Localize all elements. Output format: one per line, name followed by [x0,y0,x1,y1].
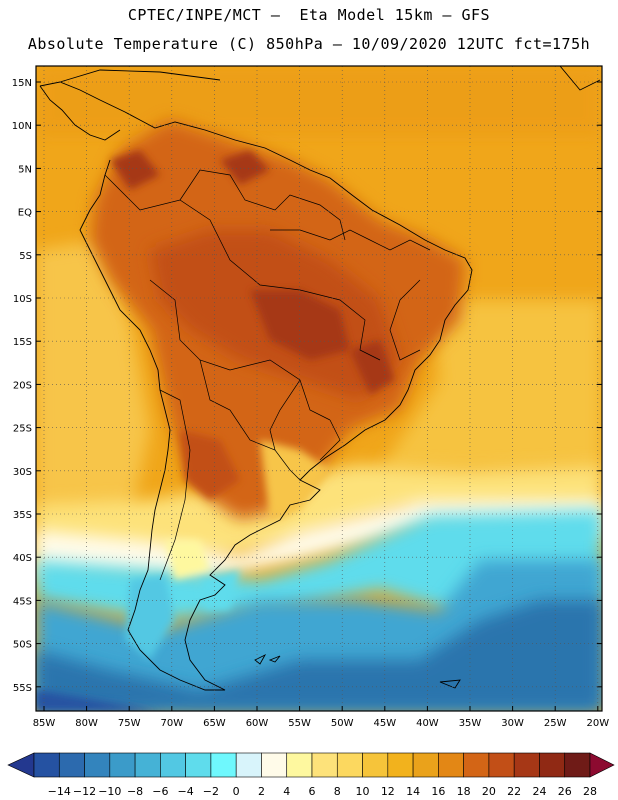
lon-label: 65W [203,718,226,729]
colorbar-swatch [33,752,60,778]
colorbar-label: −10 [98,785,121,798]
colorbar-swatch [134,752,161,778]
colorbar-label: −8 [127,785,143,798]
lat-label: 45S [13,596,32,607]
lat-label: 55S [13,683,32,694]
colorbar-label: 28 [583,785,597,798]
colorbar-swatch [286,752,313,778]
lat-label: 50S [13,640,32,651]
lat-label: 5N [18,164,32,175]
lon-label: 85W [33,718,56,729]
colorbar-label: 4 [283,785,290,798]
colorbar [7,752,615,778]
colorbar-label: 26 [558,785,572,798]
colorbar-swatch [387,752,414,778]
colorbar-labels: −14 −12 −10 −8 −6 −4 −2 0 2 4 6 8 10 12 14 16 18 20 22 24 26… [48,785,597,798]
colorbar-swatch [463,752,490,778]
map-frame [35,65,603,712]
colorbar-label: 14 [406,785,420,798]
colorbar-swatch [564,752,591,778]
lat-label: 15N [12,78,32,89]
title-line-2: Absolute Temperature (C) 850hPa – 10/09/… [27,35,591,53]
colorbar-swatch [235,752,262,778]
colorbar-label: 0 [233,785,240,798]
colorbar-swatch [438,752,464,778]
land-hottest-field [250,290,350,360]
colorbar-label: 2 [258,785,265,798]
lon-label: 60W [246,718,269,729]
colorbar-swatch [336,752,363,778]
colorbar-label: 12 [381,785,395,798]
colorbar-swatch [109,752,136,778]
coastlines [39,66,601,691]
lat-label: 10S [13,294,32,305]
country-borders [104,169,431,581]
lon-label: 70W [160,718,183,729]
cool-band-field [36,465,602,560]
colorbar-label: −6 [152,785,168,798]
colorbar-label: −4 [178,785,194,798]
lat-label: 25S [13,424,32,435]
lat-label: 5S [19,251,32,262]
title-line-1: CPTEC/INPE/MCT – Eta Model 15km – GFS [127,6,491,24]
lon-label: 75W [118,718,141,729]
colorbar-swatch [160,752,186,778]
lon-label: 80W [75,718,98,729]
central-america-coast [39,85,121,141]
lon-label: 25W [544,718,567,729]
colorbar-swatch [185,752,212,778]
lat-label: 20S [13,380,32,391]
colorbar-label: 16 [431,785,445,798]
lat-label: 15S [13,337,32,348]
colorbar-swatch [539,752,566,778]
lat-label: 35S [13,510,32,521]
lat-label: EQ [18,208,32,219]
caribbean-coast [59,69,221,83]
lat-label: 30S [13,467,32,478]
colorbar-label: −2 [203,785,219,798]
lat-lon-grid [36,66,602,711]
lon-label: 30W [501,718,524,729]
colorbar-label: 6 [309,785,316,798]
temperature-field [36,66,602,711]
colorbar-swatch [58,752,85,778]
pacific-lighter-field [36,240,150,520]
lon-label: 55W [288,718,311,729]
colorbar-swatch [311,752,338,778]
colorbar-swatch [513,752,540,778]
lat-label: 10N [12,121,32,132]
colorbar-swatch [362,752,389,778]
colorbar-swatch [488,752,515,778]
colorbar-swatch [412,752,439,778]
colorbar-cap-low [7,752,35,778]
colorbar-label: −12 [73,785,96,798]
longitude-labels: 85W 80W 75W 70W 65W 60W 55W 50W 45W 40W 35W 30W 25W 2… [33,718,610,729]
colorbar-label: 10 [356,785,370,798]
colorbar-label: 22 [507,785,521,798]
colorbar-label: 8 [334,785,341,798]
lon-label: 50W [331,718,354,729]
colorbar-label: 20 [482,785,496,798]
latitude-labels: 15N 10N 5N EQ 5S 10S 15S 20S 25S 30S 35S 40S 45S 50S 5… [12,78,32,694]
lon-label: 45W [373,718,396,729]
colorbar-swatch [84,752,111,778]
colorbar-cap-high [589,752,615,778]
colorbar-label: 18 [457,785,471,798]
colorbar-label: 24 [532,785,546,798]
colorbar-label: −14 [48,785,71,798]
south-america-coast [39,81,473,691]
falklands [254,653,281,665]
lon-label: 35W [459,718,482,729]
coldest-ocean-field [36,600,602,711]
colorbar-swatch [210,752,237,778]
lon-label: 40W [416,718,439,729]
lat-label: 40S [13,553,32,564]
colorbar-swatch [261,752,288,778]
lon-label: 20W [586,718,609,729]
